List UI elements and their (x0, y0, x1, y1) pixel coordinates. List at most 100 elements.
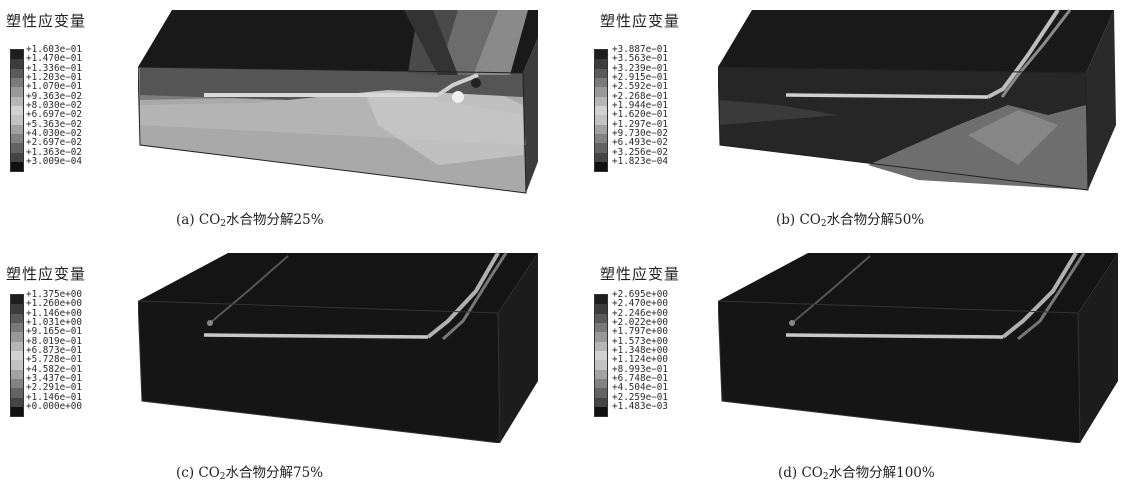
colorbar-tick-label: +2.695e+00 (612, 289, 668, 300)
colorbar-swatch (595, 397, 607, 408)
colorbar-tick-label: +1.297e−01 (612, 118, 668, 130)
colorbar (10, 294, 24, 418)
colorbar-tick-label: +1.031e+00 (26, 317, 82, 329)
colorbar-tick-label: +1.483e−03 (612, 401, 668, 413)
plastic-strain-model-3d (138, 10, 538, 194)
colorbar-swatch (11, 351, 23, 361)
colorbar-tick-label: +2.246e+00 (612, 307, 668, 319)
colorbar-swatch (11, 369, 23, 380)
colorbar-tick-label: +3.239e−01 (612, 62, 668, 74)
colorbar-tick-label: +2.259e−01 (612, 391, 668, 403)
colorbar-swatch (11, 295, 23, 305)
colorbar-swatch (595, 143, 607, 153)
panel-c: 塑性应变量 +1.375e+00 +1.260e+00 +1.146e+00 +1.0… (0, 243, 568, 486)
colorbar-tick-label: +1.203e−01 (26, 72, 82, 84)
colorbar-tick-label: +1.146e−01 (26, 391, 82, 403)
colorbar-swatch (11, 134, 23, 144)
colorbar-swatch (11, 304, 23, 314)
colorbar-swatch (595, 78, 607, 88)
colorbar-tick-label: +2.268e−01 (612, 90, 668, 102)
colorbar-swatch (595, 388, 607, 398)
colorbar-swatch (11, 332, 23, 342)
colorbar-swatch (595, 332, 607, 342)
colorbar-tick-label: +2.022e+00 (612, 317, 668, 329)
colorbar-tick-label: +3.437e−01 (26, 373, 82, 385)
colorbar-tick-label: +1.070e−01 (26, 81, 82, 93)
colorbar-tick-label: +5.363e−02 (26, 118, 82, 130)
colorbar-tick-label: +6.873e−01 (26, 345, 82, 357)
colorbar-tick-label: +8.019e−01 (26, 335, 82, 347)
colorbar-swatch (11, 313, 23, 324)
colorbar-tick-label: +1.260e+00 (26, 298, 82, 310)
colorbar-swatch (595, 407, 607, 417)
colorbar-swatch (11, 341, 23, 352)
colorbar-tick-label: +4.504e−01 (612, 382, 668, 394)
colorbar-swatch (595, 304, 607, 314)
colorbar-tick-label: +3.563e−01 (612, 53, 668, 65)
colorbar-tick-labels: +1.375e+00 +1.260e+00 +1.146e+00 +1.031e+00… (26, 289, 82, 413)
colorbar-tick-label: +2.697e−02 (26, 137, 82, 149)
colorbar-tick-label: +4.582e−01 (26, 363, 82, 375)
colorbar-tick-label: +3.887e−01 (612, 44, 668, 55)
colorbar-swatch (595, 369, 607, 380)
colorbar-swatch (595, 106, 607, 116)
colorbar-tick-label: +1.375e+00 (26, 289, 82, 300)
colorbar-swatch (595, 124, 607, 135)
colorbar-tick-label: +2.470e+00 (612, 298, 668, 310)
colorbar-swatch (11, 78, 23, 88)
caption: (d) CO2水合物分解100% (778, 465, 935, 482)
colorbar-tick-label: +1.470e−01 (26, 53, 82, 65)
colorbar-swatch (595, 323, 607, 333)
colorbar-tick-labels: +2.695e+00 +2.470e+00 +2.246e+00 +2.022e+00… (612, 289, 668, 413)
colorbar-tick-label: +2.291e−01 (26, 382, 82, 394)
colorbar-swatch (595, 313, 607, 324)
colorbar-tick-label: +5.728e−01 (26, 354, 82, 366)
colorbar-swatch (595, 50, 607, 60)
colorbar-swatch (11, 106, 23, 116)
colorbar-tick-label: +6.748e−01 (612, 373, 668, 385)
caption: (c) CO2水合物分解75% (176, 465, 324, 482)
colorbar-swatch (595, 115, 607, 125)
colorbar-swatch (595, 295, 607, 305)
colorbar-tick-label: +1.620e−01 (612, 109, 668, 121)
colorbar-swatch (595, 59, 607, 69)
colorbar (10, 49, 24, 173)
colorbar-tick-label: +2.915e−01 (612, 72, 668, 84)
colorbar-tick-label: +1.944e−01 (612, 100, 668, 112)
panel-a: 塑性应变量 +1.603e−01 +1.470e−01 +1.336e−01 +1.2… (0, 0, 568, 243)
colorbar-tick-label: +1.348e+00 (612, 345, 668, 357)
colorbar-tick-label: +2.592e−01 (612, 81, 668, 93)
colorbar-swatch (595, 360, 607, 370)
plastic-strain-model-3d (718, 251, 1118, 443)
colorbar-swatch (11, 397, 23, 408)
colorbar-swatch (11, 87, 23, 97)
colorbar-tick-labels: +3.887e−01 +3.563e−01 +3.239e−01 +2.915e−01… (612, 44, 668, 167)
colorbar-swatch (11, 152, 23, 163)
colorbar-tick-label: +3.256e−02 (612, 146, 668, 158)
colorbar-tick-label: +6.697e−02 (26, 109, 82, 121)
colorbar-tick-label: +1.603e−01 (26, 44, 82, 55)
colorbar-tick-label: +3.009e−04 (26, 156, 82, 168)
colorbar-tick-label: +0.000e+00 (26, 401, 82, 413)
colorbar-tick-label: +1.336e−01 (26, 62, 82, 74)
colorbar-tick-label: +9.730e−02 (612, 128, 668, 140)
colorbar-tick-label: +8.030e−02 (26, 100, 82, 112)
caption: (a) CO2水合物分解25% (176, 212, 324, 229)
colorbar-tick-label: +1.146e+00 (26, 307, 82, 319)
colorbar-tick-label: +9.363e−02 (26, 90, 82, 102)
colorbar-swatch (595, 134, 607, 144)
colorbar-swatch (11, 407, 23, 417)
colorbar-swatch (11, 50, 23, 60)
colorbar-swatch (11, 124, 23, 135)
colorbar (594, 49, 608, 173)
colorbar-swatch (11, 162, 23, 172)
colorbar-tick-label: +1.573e+00 (612, 335, 668, 347)
panel-d: 塑性应变量 +2.695e+00 +2.470e+00 +2.246e+00 +2.0… (568, 243, 1136, 486)
plastic-strain-model-3d (718, 8, 1116, 191)
colorbar-swatch (595, 351, 607, 361)
colorbar-swatch (595, 96, 607, 107)
colorbar (594, 294, 608, 418)
colorbar-swatch (595, 162, 607, 172)
colorbar-swatch (595, 87, 607, 97)
colorbar-tick-label: +1.124e+00 (612, 354, 668, 366)
